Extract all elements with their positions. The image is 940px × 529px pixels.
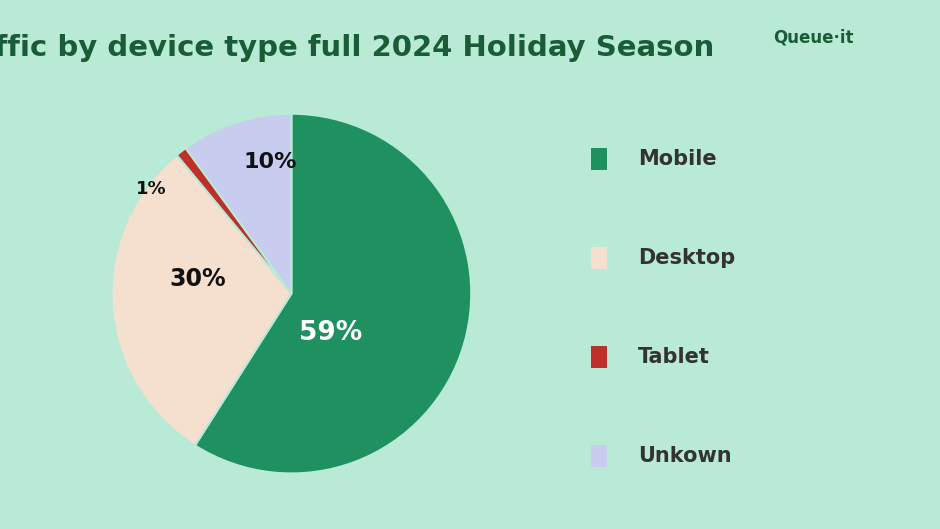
Wedge shape bbox=[177, 148, 291, 294]
Wedge shape bbox=[186, 114, 291, 294]
Wedge shape bbox=[112, 155, 291, 445]
Text: Queue·it: Queue·it bbox=[773, 28, 854, 46]
Text: Tablet: Tablet bbox=[637, 347, 710, 367]
Wedge shape bbox=[195, 114, 471, 473]
Text: 10%: 10% bbox=[243, 152, 296, 172]
Text: 59%: 59% bbox=[299, 320, 363, 346]
FancyBboxPatch shape bbox=[591, 445, 607, 467]
Text: 1%: 1% bbox=[135, 180, 166, 198]
FancyBboxPatch shape bbox=[591, 346, 607, 368]
Text: Traffic by device type full 2024 Holiday Season: Traffic by device type full 2024 Holiday… bbox=[0, 34, 714, 61]
FancyBboxPatch shape bbox=[591, 148, 607, 170]
Text: Desktop: Desktop bbox=[637, 248, 735, 268]
FancyBboxPatch shape bbox=[591, 247, 607, 269]
Text: 30%: 30% bbox=[169, 267, 227, 291]
Text: Unkown: Unkown bbox=[637, 446, 731, 466]
Text: Mobile: Mobile bbox=[637, 149, 716, 169]
